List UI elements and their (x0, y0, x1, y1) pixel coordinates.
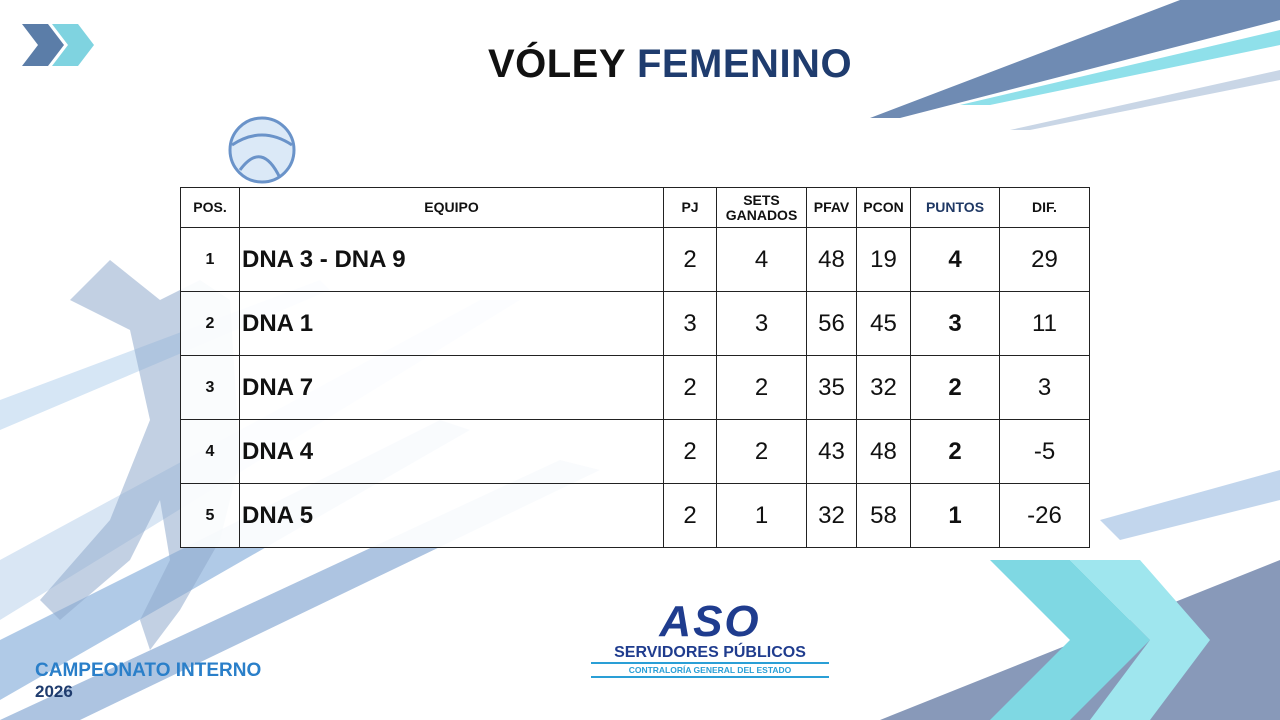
event-year: 2026 (35, 682, 73, 701)
table-row: 4 DNA 4 2 2 43 48 2 -5 (180, 419, 1090, 484)
points-against-cell: 58 (856, 483, 911, 548)
team-cell: DNA 4 (239, 419, 664, 484)
points-against-cell: 48 (856, 419, 911, 484)
sets-won-cell: 3 (716, 291, 807, 356)
standing-points-cell: 1 (910, 483, 1000, 548)
points-against-cell: 45 (856, 291, 911, 356)
logo-mark: ASO (659, 597, 761, 646)
points-for-cell: 48 (806, 227, 857, 292)
difference-cell: 3 (999, 355, 1090, 420)
standing-points-cell: 4 (910, 227, 1000, 292)
title: VÓLEY FEMENINO (0, 42, 1280, 87)
points-for-cell: 35 (806, 355, 857, 420)
table-row: 3 DNA 7 2 2 35 32 2 3 (180, 355, 1090, 420)
title-part: FEMENINO (636, 42, 853, 86)
column-header: PCON (856, 187, 911, 228)
title-part: VÓLEY (487, 42, 626, 86)
difference-cell: 29 (999, 227, 1090, 292)
column-header: SETS GANADOS (716, 187, 807, 228)
sets-won-cell: 2 (716, 355, 807, 420)
team-cell: DNA 7 (239, 355, 664, 420)
table-row: 2 DNA 1 3 3 56 45 3 11 (180, 291, 1090, 356)
team-cell: DNA 5 (239, 483, 664, 548)
played-cell: 3 (663, 291, 717, 356)
sets-won-cell: 4 (716, 227, 807, 292)
standing-points-cell: 3 (910, 291, 1000, 356)
points-against-cell: 19 (856, 227, 911, 292)
header-row: POS. EQUIPO PJ SETS GANADOS PFAV PCON PUNTOS DI… (180, 187, 1090, 228)
points-for-cell: 56 (806, 291, 857, 356)
sets-won-cell: 1 (716, 483, 807, 548)
team-cell: DNA 1 (239, 291, 664, 356)
sets-won-cell: 2 (716, 419, 807, 484)
column-header: DIF. (999, 187, 1090, 228)
table-row: 5 DNA 5 2 1 32 58 1 -26 (180, 483, 1090, 548)
column-header: PJ (663, 187, 717, 228)
difference-cell: 11 (999, 291, 1090, 356)
position-cell: 2 (180, 291, 240, 356)
standing-points-cell: 2 (910, 419, 1000, 484)
played-cell: 2 (663, 419, 717, 484)
team-cell: DNA 3 - DNA 9 (239, 227, 664, 292)
standing-points-cell: 2 (910, 355, 1000, 420)
column-header: EQUIPO (239, 187, 664, 228)
column-header: POS. (180, 187, 240, 228)
points-against-cell: 32 (856, 355, 911, 420)
standings-table: POS. EQUIPO PJ SETS GANADOS PFAV PCON PUNTOS DI… (180, 187, 1090, 548)
position-cell: 4 (180, 419, 240, 484)
position-cell: 5 (180, 483, 240, 548)
difference-cell: -26 (999, 483, 1090, 548)
played-cell: 2 (663, 355, 717, 420)
column-header: PFAV (806, 187, 857, 228)
table-row: 1 DNA 3 - DNA 9 2 4 48 19 4 29 (180, 227, 1090, 292)
event-name: CAMPEONATO INTERNO (35, 660, 262, 681)
footer: CAMPEONATO INTERNO 2026 (35, 660, 261, 702)
logo-name: SERVIDORES PÚBLICOS (614, 644, 806, 661)
column-header: PUNTOS (910, 187, 1000, 228)
points-for-cell: 43 (806, 419, 857, 484)
points-for-cell: 32 (806, 483, 857, 548)
played-cell: 2 (663, 483, 717, 548)
difference-cell: -5 (999, 419, 1090, 484)
position-cell: 3 (180, 355, 240, 420)
position-cell: 1 (180, 227, 240, 292)
played-cell: 2 (663, 227, 717, 292)
logo-org: CONTRALORÍA GENERAL DEL ESTADO (591, 662, 829, 678)
logo: ASO SERVIDORES PÚBLICOS CONTRALORÍA GENE… (585, 600, 835, 678)
